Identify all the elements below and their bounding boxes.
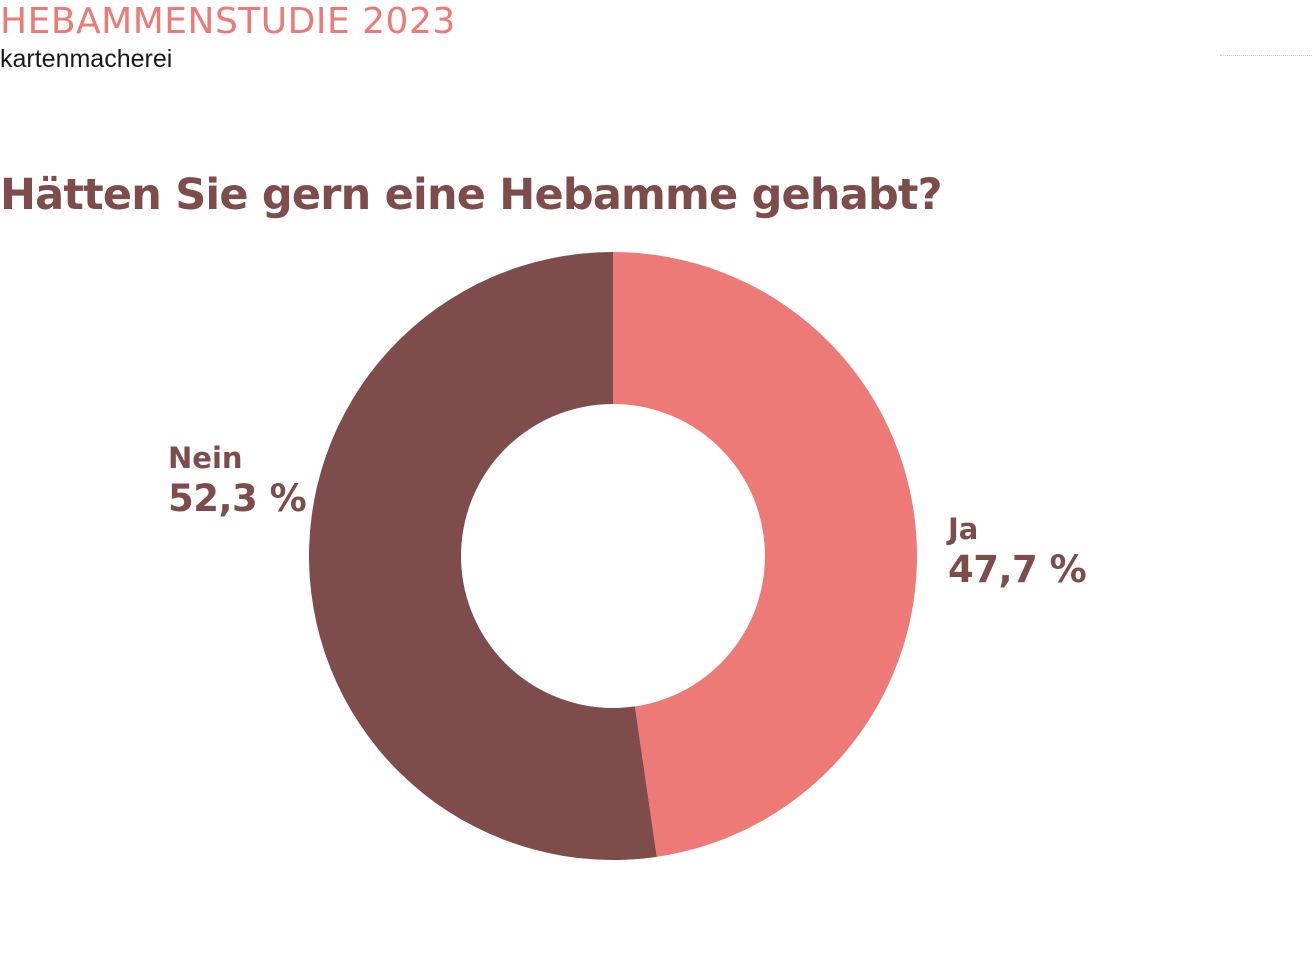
chart-title: Hätten Sie gern eine Hebamme gehabt? [0,170,943,220]
slice-label-nein: Nein 52,3 % [168,440,307,522]
slice-value-nein: 52,3 % [168,477,307,520]
donut-slice-ja [613,252,917,857]
slice-category-ja: Ja [948,512,979,546]
slice-value-ja: 47,7 % [948,548,1087,591]
study-title: HEBAMMENSTUDIE 2023 [0,1,456,42]
slice-label-ja: Ja 47,7 % [948,511,1087,593]
donut-slice-nein [308,252,657,860]
donut-slices [308,252,917,860]
brand-name: kartenmacherei [0,45,173,73]
slice-category-nein: Nein [168,441,243,475]
corner-divider [1220,55,1312,57]
